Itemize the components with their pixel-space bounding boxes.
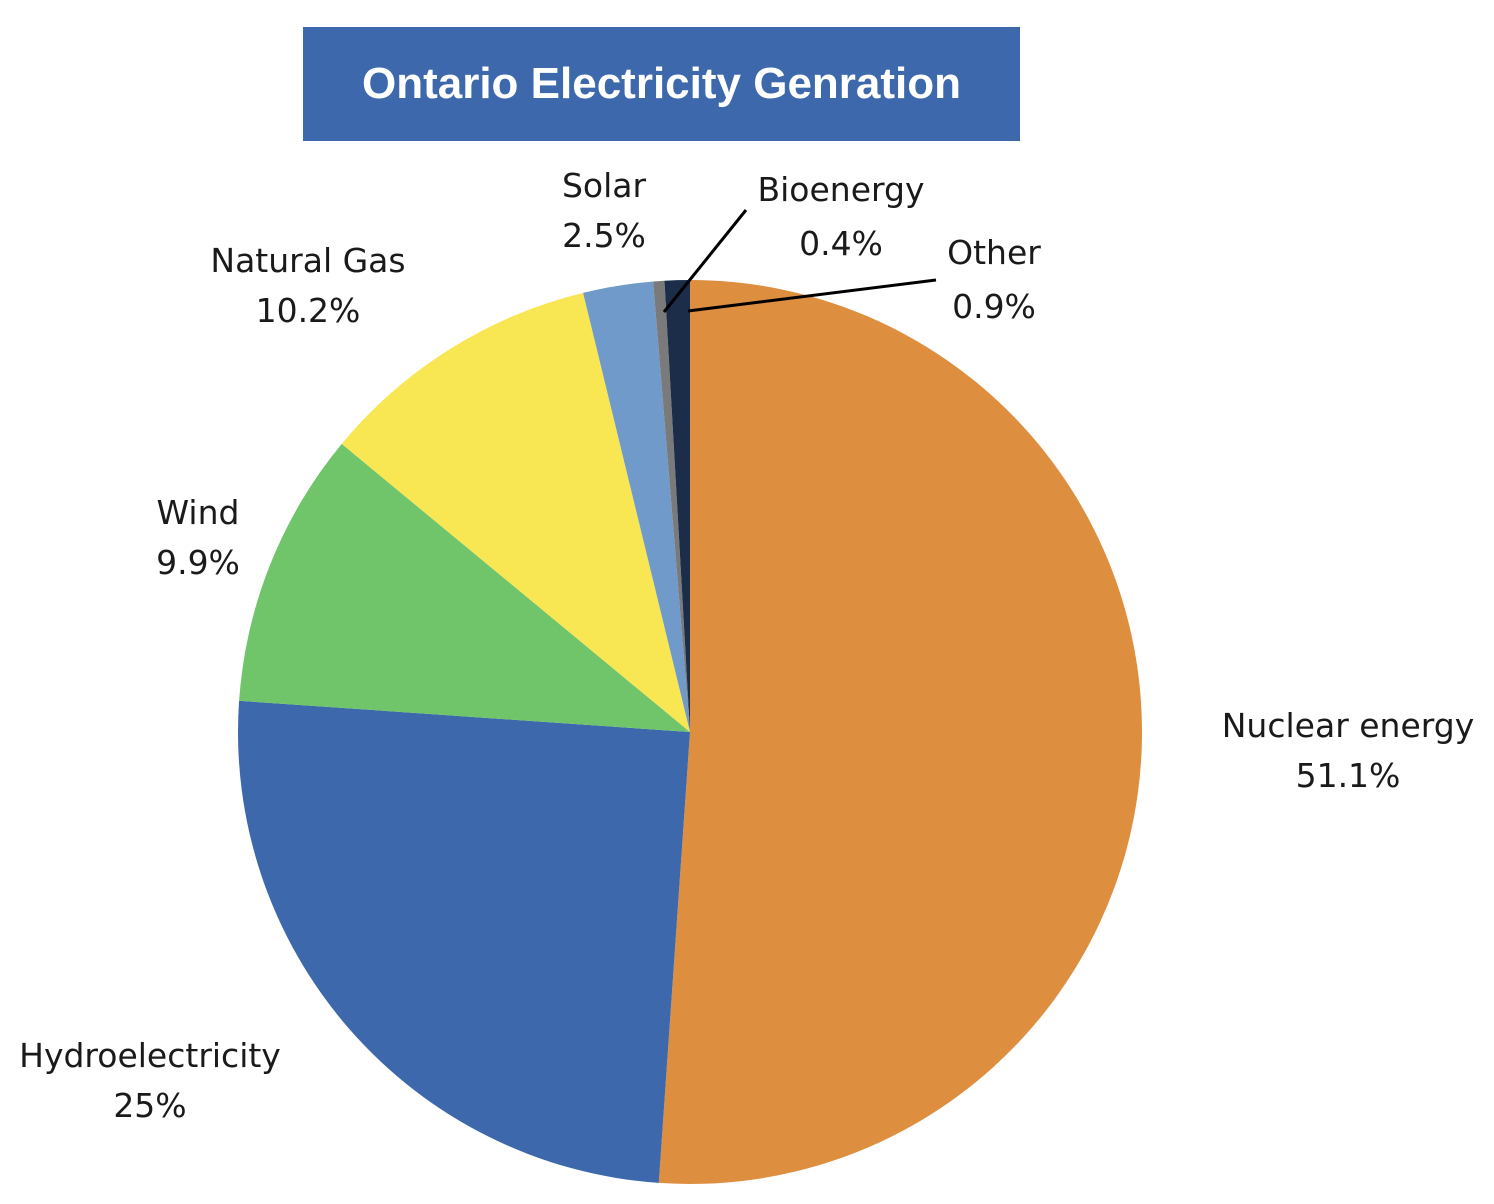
slice-value-bioenergy: 0.4% bbox=[799, 224, 883, 263]
pie-slice-nuclear-energy bbox=[658, 280, 1143, 1184]
leader-line-other bbox=[687, 278, 937, 313]
slice-label-solar: Solar bbox=[562, 166, 647, 205]
slice-label-nuclear: Nuclear energy bbox=[1222, 706, 1474, 745]
slice-label-natural-gas: Natural Gas bbox=[210, 241, 405, 280]
pie-slice-solar bbox=[583, 281, 690, 732]
slice-label-other: Other bbox=[947, 233, 1041, 272]
slice-label-hydro: Hydroelectricity bbox=[19, 1036, 281, 1075]
leader-lines bbox=[662, 209, 937, 313]
slice-value-nuclear: 51.1% bbox=[1296, 756, 1401, 795]
slice-value-natural-gas: 10.2% bbox=[256, 291, 361, 330]
pie-slice-natural-gas bbox=[341, 292, 690, 732]
leader-line-bioenergy bbox=[662, 209, 748, 313]
pie-slice-wind bbox=[239, 443, 690, 732]
pie-slices bbox=[238, 280, 1143, 1184]
slice-value-solar: 2.5% bbox=[562, 216, 646, 255]
chart-title-box: Ontario Electricity Genration bbox=[303, 27, 1020, 141]
pie-slice-bioenergy bbox=[653, 280, 690, 732]
slice-label-wind: Wind bbox=[157, 493, 240, 532]
pie-slice-other bbox=[664, 280, 690, 732]
slice-label-bioenergy: Bioenergy bbox=[758, 170, 925, 209]
pie-slice-hydroelectricity bbox=[238, 700, 690, 1183]
slice-value-other: 0.9% bbox=[952, 287, 1036, 326]
chart-title: Ontario Electricity Genration bbox=[361, 59, 962, 108]
slice-value-wind: 9.9% bbox=[156, 543, 240, 582]
slice-labels: Nuclear energy 51.1% Hydroelectricity 25… bbox=[19, 166, 1474, 1125]
slice-value-hydro: 25% bbox=[113, 1086, 186, 1125]
